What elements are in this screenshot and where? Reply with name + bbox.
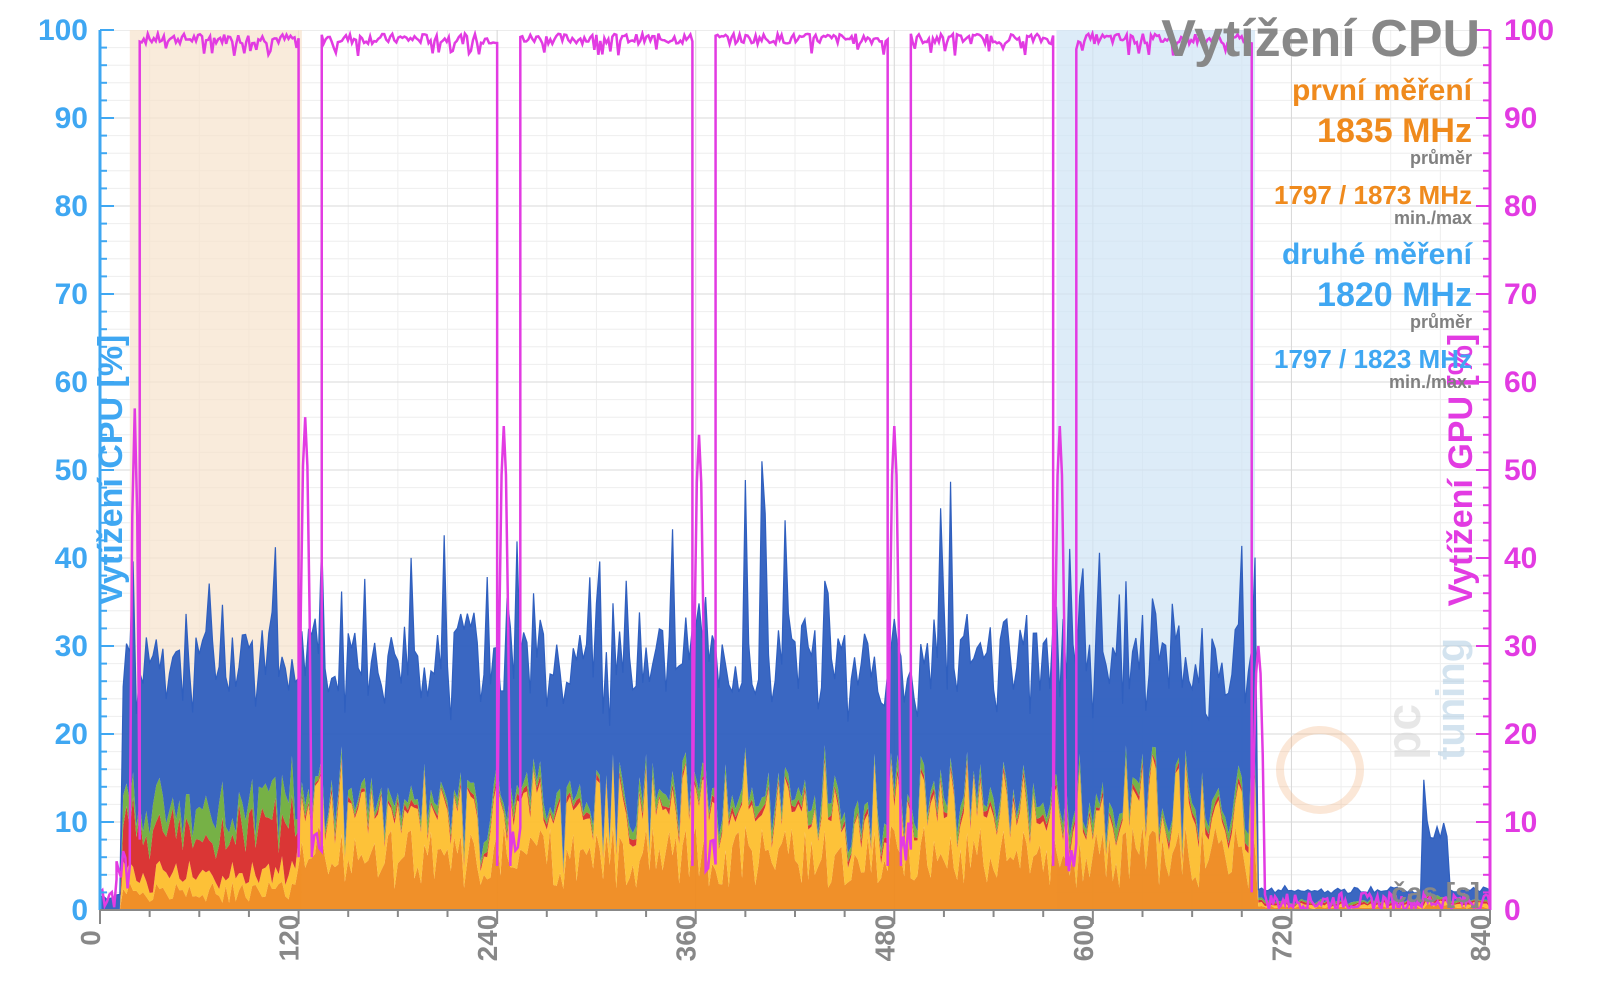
svg-text:50: 50 <box>55 454 88 487</box>
svg-text:120: 120 <box>274 915 305 962</box>
svg-text:480: 480 <box>869 915 900 962</box>
chart-title: Vytížení CPU <box>1161 10 1480 68</box>
svg-text:60: 60 <box>55 366 88 399</box>
svg-text:600: 600 <box>1068 915 1099 962</box>
svg-text:840: 840 <box>1465 915 1496 962</box>
svg-text:10: 10 <box>55 806 88 839</box>
svg-text:70: 70 <box>1504 278 1537 311</box>
svg-text:100: 100 <box>38 14 88 47</box>
svg-text:90: 90 <box>1504 102 1537 135</box>
svg-text:60: 60 <box>1504 366 1537 399</box>
svg-text:20: 20 <box>1504 718 1537 751</box>
annotation: 1797 / 1823 MHz <box>1274 344 1472 374</box>
annotation: druhé měření <box>1282 238 1474 271</box>
svg-text:10: 10 <box>1504 806 1537 839</box>
svg-text:0: 0 <box>1504 894 1521 927</box>
svg-text:0: 0 <box>71 894 88 927</box>
svg-text:80: 80 <box>55 190 88 223</box>
svg-text:70: 70 <box>55 278 88 311</box>
svg-text:360: 360 <box>671 915 702 962</box>
svg-text:720: 720 <box>1266 915 1297 962</box>
svg-text:40: 40 <box>1504 542 1537 575</box>
annotation: min./max <box>1394 208 1472 228</box>
axis-label-bottom: čas [s] <box>1391 877 1480 908</box>
annotation: průměr <box>1410 312 1472 332</box>
svg-text:80: 80 <box>1504 190 1537 223</box>
annotation: 1797 / 1873 MHz <box>1274 180 1472 210</box>
annotation: průměr <box>1410 148 1472 168</box>
annotation: 1835 MHz <box>1317 112 1472 150</box>
svg-text:tuning: tuning <box>1429 638 1473 760</box>
annotation: min./max. <box>1389 372 1472 392</box>
axis-label-left: Vytížení CPU [%] <box>92 335 130 606</box>
svg-text:30: 30 <box>1504 630 1537 663</box>
svg-text:40: 40 <box>55 542 88 575</box>
svg-text:30: 30 <box>55 630 88 663</box>
svg-text:0: 0 <box>75 930 106 946</box>
svg-text:20: 20 <box>55 718 88 751</box>
svg-text:pc: pc <box>1378 704 1431 760</box>
svg-text:50: 50 <box>1504 454 1537 487</box>
svg-text:90: 90 <box>55 102 88 135</box>
annotation: první měření <box>1292 74 1474 107</box>
annotation: 1820 MHz <box>1317 276 1472 314</box>
svg-text:100: 100 <box>1504 14 1554 47</box>
svg-text:240: 240 <box>472 915 503 962</box>
cpu-load-chart: 0 10 20 30 40 50 60 70 80 90 100 0 10 20 30 40 50 60 70 80 9… <box>0 0 1600 1008</box>
